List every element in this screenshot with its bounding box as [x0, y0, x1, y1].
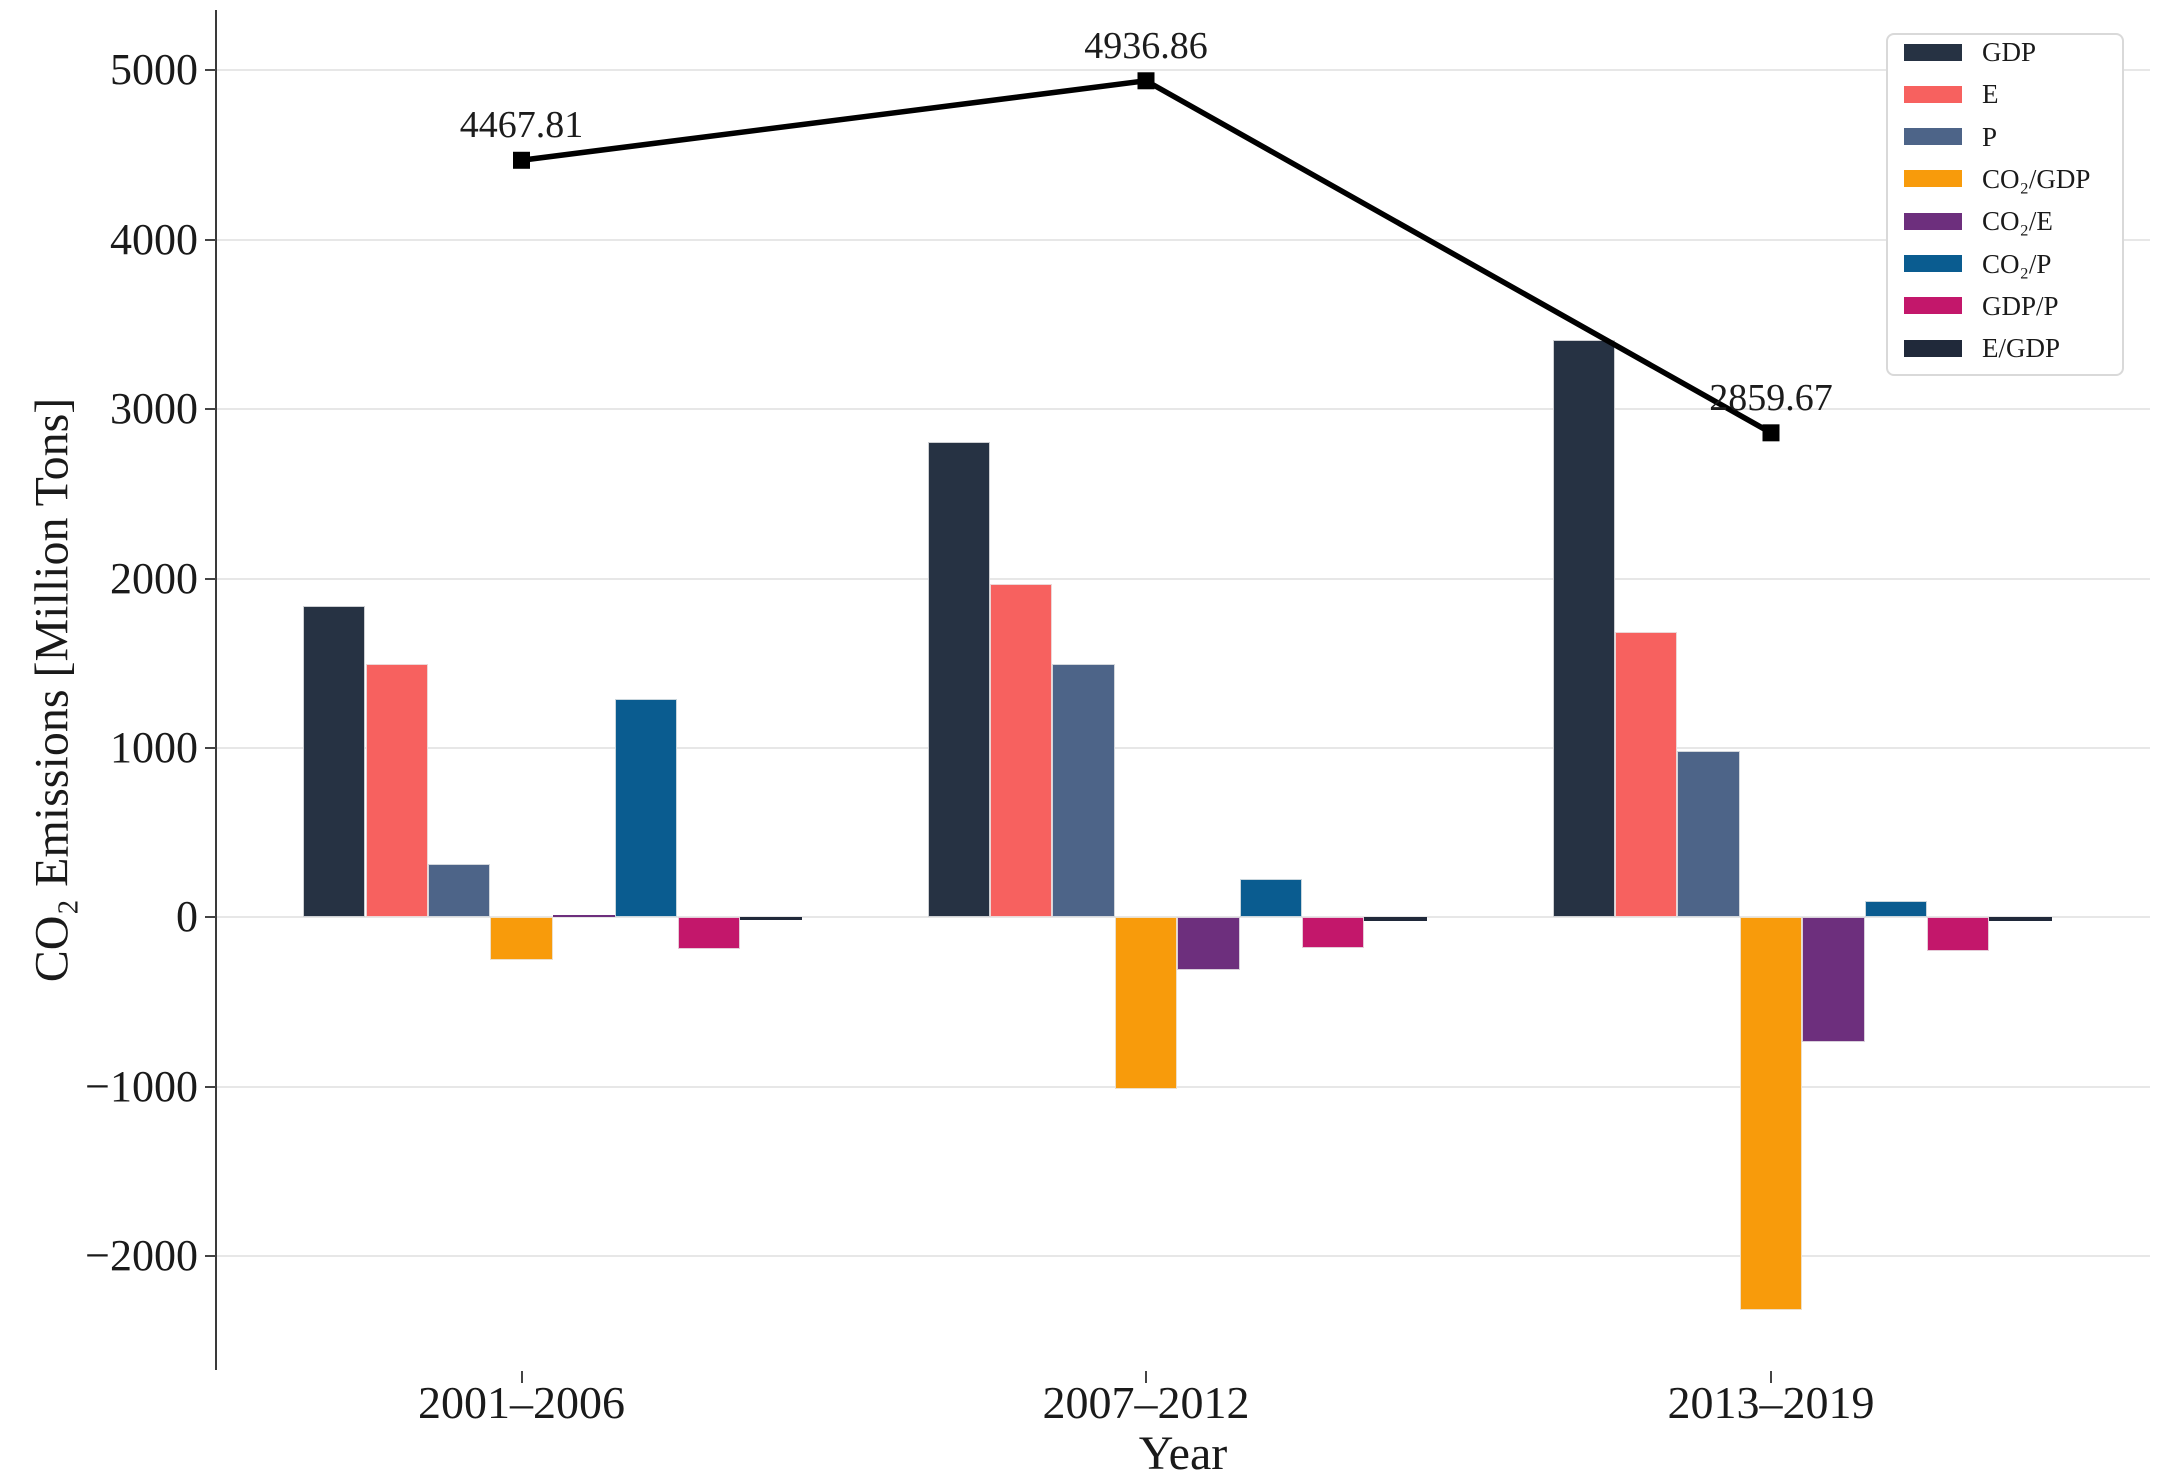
bar-p-group3	[1677, 750, 1740, 918]
bar-p-group1	[427, 864, 491, 918]
legend-label-p: P	[1982, 121, 1998, 152]
bar-co-gdp-group3	[1739, 917, 1803, 1310]
legend-item-co-gdp: CO₂/GDP	[1904, 165, 2090, 193]
legend-swatch-gdp-p	[1904, 297, 1962, 315]
gridline-5000	[217, 69, 2150, 72]
bar-co-gdp-group1	[490, 917, 553, 960]
bar-gdp-group1	[303, 606, 366, 918]
legend-swatch-co-e	[1904, 212, 1962, 230]
y-tick-label--1000: −1000	[85, 1061, 198, 1111]
y-tick-mark-1000	[205, 747, 216, 749]
legend-label-gdp-p: GDP/P	[1982, 290, 2059, 321]
y-tick-mark-0	[205, 916, 216, 919]
bar-gdp-group3	[1552, 340, 1615, 918]
x-tick-label-2013-2019: 2013–2019	[1667, 1377, 1875, 1428]
gridline-3000	[217, 408, 2150, 411]
bar-gdp-group2	[927, 442, 990, 918]
bar-e-gdp-group3	[1989, 917, 2052, 921]
legend-swatch-e	[1904, 85, 1962, 103]
bar-co-p-group2	[1239, 878, 1302, 918]
legend-swatch-gdp	[1904, 43, 1962, 61]
bar-co-gdp-group2	[1114, 917, 1178, 1089]
bar-gdp-p-group2	[1302, 917, 1365, 948]
legend-item-p: P	[1904, 123, 1997, 151]
bar-co-p-group1	[615, 698, 678, 918]
legend-swatch-e-gdp	[1904, 339, 1962, 357]
x-tick-mark-3	[1770, 1371, 1772, 1383]
legend-label-co-e: CO₂/E	[1982, 206, 2053, 237]
line-value-label-1: 4467.81	[459, 104, 584, 147]
line-marker-1	[513, 151, 530, 169]
legend-label-e-gdp: E/GDP	[1982, 333, 2061, 364]
y-tick-mark--2000	[205, 1255, 216, 1258]
bar-p-group2	[1052, 664, 1115, 918]
legend-item-gdp-p: GDP/P	[1904, 292, 2059, 320]
bar-e-group3	[1615, 631, 1678, 918]
x-tick-label-2001-2006: 2001–2006	[418, 1377, 625, 1428]
gridline--2000	[217, 1255, 2150, 1258]
bar-e-group1	[365, 664, 428, 918]
legend-label-co-gdp: CO₂/GDP	[1982, 163, 2091, 194]
gridline-4000	[217, 238, 2150, 241]
legend: GDP E P CO₂/GDP CO₂/E CO₂/P GDP/P E/GDP	[1886, 33, 2124, 376]
legend-label-gdp: GDP	[1982, 37, 2037, 67]
gridline--1000	[217, 1085, 2150, 1088]
legend-swatch-co-p	[1904, 255, 1962, 273]
bar-co-e-group3	[1802, 917, 1865, 1043]
legend-item-e-gdp: E/GDP	[1904, 334, 2060, 362]
y-tick-mark-2000	[205, 577, 216, 580]
y-tick-label-5000: 5000	[110, 45, 198, 95]
legend-item-gdp: GDP	[1904, 38, 2036, 66]
line-value-label-3: 2859.67	[1709, 376, 1833, 419]
y-tick-mark-5000	[205, 69, 216, 72]
bar-e-gdp-group2	[1364, 917, 1427, 921]
y-tick-mark--1000	[205, 1085, 216, 1088]
bar-gdp-p-group3	[1927, 917, 1990, 951]
legend-label-e: E	[1982, 79, 1999, 110]
y-tick-label-2000: 2000	[110, 553, 198, 603]
gridline-2000	[217, 577, 2150, 580]
bar-e-gdp-group1	[739, 917, 803, 921]
bar-co-e-group2	[1177, 917, 1240, 971]
y-tick-label--2000: −2000	[85, 1231, 198, 1281]
x-tick-label-2007-2012: 2007–2012	[1042, 1377, 1250, 1428]
legend-item-co-e: CO₂/E	[1904, 207, 2053, 235]
y-axis-spine	[215, 10, 217, 1370]
legend-swatch-p	[1904, 128, 1962, 146]
line-marker-3	[1762, 424, 1780, 442]
y-tick-mark-3000	[205, 408, 216, 411]
trend-line-layer	[513, 72, 1780, 442]
line-marker-2	[1137, 72, 1155, 90]
y-tick-mark-4000	[205, 238, 216, 241]
gridline-1000	[217, 747, 2150, 749]
x-axis-title: Year	[1138, 1427, 1228, 1480]
x-tick-mark-1	[520, 1371, 523, 1383]
trend-line	[521, 77, 1773, 436]
bar-gdp-p-group1	[677, 917, 740, 949]
legend-item-e: E	[1904, 80, 1999, 108]
y-tick-label-4000: 4000	[110, 214, 198, 264]
x-tick-mark-2	[1145, 1371, 1147, 1383]
plot-area: 4467.81 4936.86 2859.67	[217, 15, 2150, 1370]
legend-item-co-p: CO₂/P	[1904, 250, 2051, 278]
y-tick-label-1000: 1000	[110, 723, 198, 772]
bar-e-group2	[990, 584, 1053, 918]
bar-co-p-group3	[1864, 901, 1927, 918]
y-tick-label-0: 0	[176, 892, 198, 942]
line-value-label-2: 4936.86	[1084, 24, 1208, 67]
legend-label-co-p: CO₂/P	[1982, 248, 2052, 279]
y-tick-label-3000: 3000	[110, 384, 198, 434]
bar-co-e-group1	[552, 914, 616, 918]
legend-swatch-co-gdp	[1904, 170, 1962, 188]
